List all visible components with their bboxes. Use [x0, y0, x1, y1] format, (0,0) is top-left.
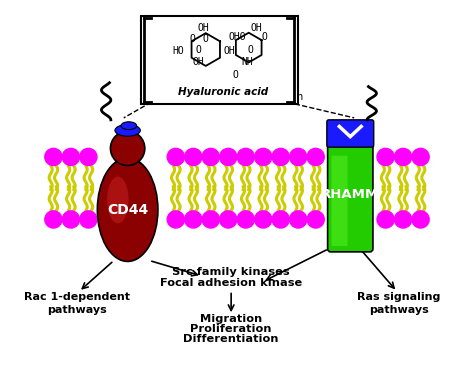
Circle shape	[62, 211, 80, 228]
Text: Src family kinases: Src family kinases	[173, 267, 290, 277]
Text: Proliferation: Proliferation	[191, 324, 272, 334]
Text: Hyaluronic acid: Hyaluronic acid	[178, 87, 268, 98]
Circle shape	[377, 148, 394, 165]
Circle shape	[394, 211, 412, 228]
Text: OH: OH	[198, 23, 210, 33]
Text: n: n	[296, 92, 302, 102]
Ellipse shape	[110, 131, 145, 165]
Text: NH: NH	[241, 57, 253, 67]
Text: Ras signaling
pathways: Ras signaling pathways	[357, 292, 441, 315]
Circle shape	[202, 148, 219, 165]
Circle shape	[62, 148, 80, 165]
Circle shape	[394, 148, 412, 165]
Text: CD44: CD44	[107, 203, 148, 217]
Circle shape	[290, 211, 307, 228]
Circle shape	[202, 211, 219, 228]
Circle shape	[290, 148, 307, 165]
Text: O: O	[195, 45, 201, 55]
Ellipse shape	[121, 122, 137, 130]
FancyBboxPatch shape	[141, 16, 298, 104]
Circle shape	[185, 211, 202, 228]
Circle shape	[219, 148, 237, 165]
Text: Migration: Migration	[200, 314, 262, 324]
Text: HO: HO	[173, 47, 184, 56]
Text: OH: OH	[251, 23, 263, 33]
Text: OH: OH	[223, 47, 235, 56]
Circle shape	[412, 148, 429, 165]
Circle shape	[167, 148, 184, 165]
Circle shape	[237, 148, 255, 165]
Circle shape	[412, 211, 429, 228]
Circle shape	[80, 148, 97, 165]
Circle shape	[255, 211, 272, 228]
FancyBboxPatch shape	[327, 120, 374, 147]
FancyBboxPatch shape	[331, 156, 347, 246]
Circle shape	[272, 148, 289, 165]
Circle shape	[255, 148, 272, 165]
Text: OHO: OHO	[228, 32, 246, 42]
Text: O: O	[189, 34, 195, 44]
Circle shape	[80, 211, 97, 228]
Text: O: O	[261, 32, 267, 42]
FancyBboxPatch shape	[328, 142, 373, 252]
Circle shape	[377, 211, 394, 228]
Ellipse shape	[115, 125, 140, 136]
Text: Rac 1-dependent
pathways: Rac 1-dependent pathways	[24, 292, 130, 315]
Text: O: O	[248, 45, 254, 55]
Circle shape	[167, 211, 184, 228]
Text: OH: OH	[192, 57, 204, 67]
Text: Differentiation: Differentiation	[183, 334, 279, 343]
Circle shape	[45, 148, 62, 165]
Circle shape	[272, 211, 289, 228]
Text: Focal adhesion kinase: Focal adhesion kinase	[160, 278, 302, 288]
Circle shape	[185, 148, 202, 165]
Ellipse shape	[107, 176, 128, 223]
Ellipse shape	[97, 158, 158, 261]
Circle shape	[45, 211, 62, 228]
Text: RHAMM: RHAMM	[321, 187, 379, 201]
Circle shape	[307, 148, 324, 165]
Circle shape	[219, 211, 237, 228]
Text: O: O	[232, 70, 238, 80]
Circle shape	[307, 211, 324, 228]
Circle shape	[237, 211, 255, 228]
Text: O: O	[203, 34, 209, 44]
